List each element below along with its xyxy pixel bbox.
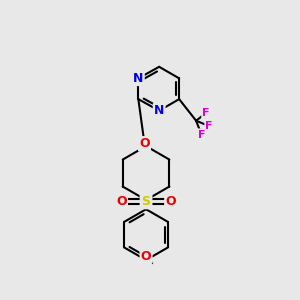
Text: O: O — [116, 195, 127, 208]
Text: N: N — [141, 194, 151, 206]
Text: F: F — [206, 121, 213, 131]
Text: F: F — [202, 108, 210, 118]
Text: O: O — [141, 250, 152, 263]
Text: O: O — [165, 195, 176, 208]
Text: N: N — [133, 72, 143, 85]
Text: N: N — [154, 104, 164, 117]
Text: F: F — [198, 130, 205, 140]
Text: O: O — [139, 137, 150, 150]
Text: S: S — [142, 195, 151, 208]
